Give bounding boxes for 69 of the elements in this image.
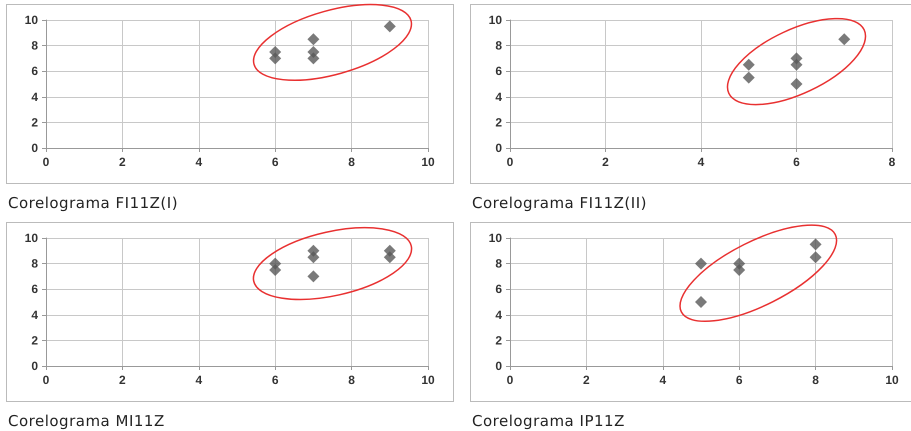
point [695, 296, 707, 308]
y-tick-label: 8 [495, 38, 502, 53]
point [307, 270, 320, 282]
point [742, 72, 755, 84]
x-tick-label: 0 [42, 373, 50, 387]
point [695, 258, 707, 270]
y-tick-label: 10 [24, 13, 38, 27]
y-tick-label: 2 [31, 115, 38, 130]
y-tick-label: 6 [495, 282, 502, 296]
x-tick-label: 0 [42, 155, 50, 169]
point [790, 78, 802, 90]
x-tick-label: 8 [348, 373, 356, 387]
x-tick-label: 6 [736, 373, 743, 387]
point [742, 58, 755, 71]
x-tick-label: 6 [272, 155, 279, 169]
x-tick-label: 0 [506, 155, 514, 169]
y-tick-label: 4 [495, 90, 502, 104]
y-tick-label: 0 [495, 141, 502, 155]
point [307, 33, 320, 46]
y-tick-label: 0 [31, 141, 38, 155]
x-tick-label: 4 [698, 155, 705, 169]
x-tick-label: 6 [272, 373, 279, 387]
point [269, 46, 282, 58]
x-tick-label: 4 [659, 373, 666, 387]
x-tick-label: 4 [195, 155, 202, 169]
x-tick-label: 8 [812, 373, 820, 387]
y-tick-label: 4 [31, 308, 38, 322]
y-tick-label: 6 [31, 282, 38, 296]
x-tick-label: 10 [421, 155, 435, 169]
y-tick-label: 2 [495, 115, 502, 130]
y-tick-label: 0 [495, 359, 502, 373]
y-tick-label: 4 [31, 90, 38, 104]
x-tick-label: 8 [348, 155, 356, 169]
x-tick-label: 10 [421, 373, 435, 387]
y-tick-label: 6 [31, 64, 38, 78]
y-tick-label: 8 [31, 256, 38, 271]
y-tick-label: 10 [24, 231, 38, 245]
x-tick-label: 2 [119, 373, 126, 387]
point [269, 258, 282, 270]
x-tick-label: 2 [583, 373, 590, 387]
text: Corelograma IP11Z [472, 412, 625, 430]
x-tick-label: 2 [602, 155, 610, 169]
point [384, 244, 396, 257]
x-tick-label: 8 [888, 155, 896, 169]
y-tick-label: 2 [31, 333, 38, 348]
y-tick-label: 2 [495, 333, 502, 348]
y-tick-label: 10 [488, 231, 502, 245]
x-tick-label: 10 [885, 373, 899, 387]
point [790, 52, 802, 64]
y-tick-label: 0 [31, 359, 38, 373]
point [307, 46, 320, 58]
text: Corelograma FI11Z(I) [8, 194, 178, 212]
point [838, 33, 850, 46]
x-tick-label: 6 [793, 155, 800, 169]
y-tick-label: 8 [495, 256, 502, 271]
point [307, 244, 320, 257]
point [733, 258, 746, 270]
x-tick-label: 2 [119, 155, 126, 169]
text: Corelograma MI11Z [8, 412, 165, 430]
y-tick-label: 4 [495, 308, 502, 322]
y-tick-label: 8 [31, 38, 38, 53]
x-tick-label: 0 [506, 373, 514, 387]
point [810, 238, 822, 250]
y-tick-label: 6 [495, 64, 502, 78]
text: Corelograma FI11Z(II) [472, 194, 647, 212]
y-tick-label: 10 [488, 13, 502, 27]
point [810, 251, 822, 264]
x-tick-label: 4 [195, 373, 202, 387]
point [384, 20, 396, 32]
